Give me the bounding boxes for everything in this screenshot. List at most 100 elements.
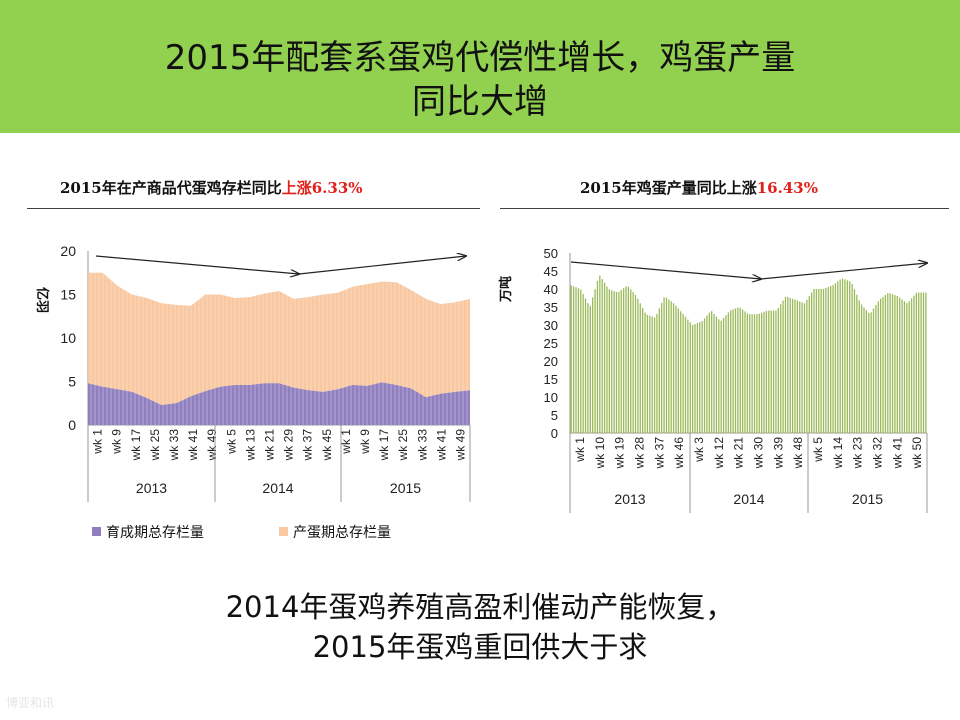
production-bar [596,280,599,433]
production-bar [887,293,889,433]
right-chart-title-prefix: 2015年鸡蛋产量同比上涨 [580,179,757,197]
conclusion-line-2: 2015年蛋鸡重回供大于求 [312,630,648,664]
left-chart-x-tick-label-10: wk 29 [282,429,296,462]
right-chart-year-label-1: 2014 [733,491,764,507]
right-chart-y-tick-label-8: 40 [544,282,558,297]
production-bar [863,307,865,433]
production-bar [644,312,646,433]
production-bar [639,303,641,433]
production-bar [901,299,903,433]
production-bar [594,289,596,433]
left-chart-x-tick-label-13: wk 1 [339,429,353,455]
left-chart-y-tick-label-4: 20 [60,243,76,259]
production-bar [908,301,910,433]
right-chart-x-tick-label-3: wk 28 [632,437,646,470]
production-bar [620,290,622,433]
legend-swatch-laying [279,527,288,536]
production-bar [651,316,653,433]
production-bar [775,310,777,433]
production-bar [915,292,918,433]
right-chart-x-tick-label-12: wk 5 [811,437,825,463]
production-bar [906,303,908,433]
production-bar [599,275,601,433]
production-bar [770,310,772,433]
right-chart-y-tick-label-7: 35 [544,300,558,315]
production-bar [877,301,879,433]
production-bar [580,289,582,433]
production-bar [860,304,863,433]
production-bar [618,291,620,433]
production-bar [637,298,639,433]
production-bar [753,314,756,433]
slide-title-line-2: 同比大增 [412,82,548,122]
production-bar [891,294,894,433]
production-bar [608,289,610,433]
production-bar [920,292,922,433]
production-bar [739,307,741,433]
right-chart-y-tick-label-6: 30 [544,318,558,333]
left-chart-x-tick-label-15: wk 17 [377,429,391,462]
production-bar [589,305,591,433]
slide-title: 2015年配套系蛋鸡代偿性增长，鸡蛋产量 同比大增 [0,36,960,124]
production-bar [856,294,858,433]
left-chart-x-tick-label-7: wk 5 [224,429,238,455]
legend-label-laying: 产蛋期总存栏量 [293,524,391,540]
production-bar [882,296,884,433]
production-bar [846,280,848,433]
production-bar [575,287,577,433]
left-chart-ylabel: 亿羽 [35,287,50,313]
production-bar [803,303,806,433]
right-chart-y-tick-label-3: 15 [544,372,558,387]
production-bar [706,315,708,433]
left-chart-title: 2015年在产商品代蛋鸡存栏同比上涨6.33% [60,177,363,198]
production-bar [684,316,687,433]
production-bar [670,301,672,433]
production-bar [839,279,841,433]
right-chart-x-ticks: wk 1 wk 10 wk 19 wk 28 wk 37 wk 46 wk 3 wk 12 wk… [569,433,928,513]
production-bar [677,308,680,433]
production-bar [711,311,713,433]
conclusion-text: 2014年蛋鸡养殖高盈利催动产能恢复， 2015年蛋鸡重回供大于求 [0,587,960,667]
left-chart-title-prefix: 2015年在产商品代蛋鸡存栏同比 [60,179,282,197]
production-bar [613,291,615,433]
left-chart-x-tick-label-6: wk 49 [205,429,219,462]
left-chart-year-label-1: 2014 [262,480,293,496]
production-bar [737,307,739,433]
production-bar [884,295,887,433]
production-bar [653,317,656,433]
production-bar [827,287,829,433]
left-trend-arrow-2 [298,256,466,275]
right-chart-x-tick-label-13: wk 14 [831,437,845,470]
right-chart-year-label-0: 2013 [614,491,645,507]
production-bar [682,314,684,433]
production-bar [630,289,632,433]
production-bar [649,315,651,433]
production-bar [875,304,877,433]
production-bar [727,312,729,433]
production-bar [806,299,808,433]
production-bar [768,310,770,433]
left-chart-x-tick-label-3: wk 25 [148,429,162,462]
footer-watermark: 博亚和讯 [6,696,55,710]
production-bar [782,300,784,433]
left-chart-title-rule [27,208,480,209]
production-bar [703,318,706,433]
production-bar [765,310,768,433]
right-chart-title: 2015年鸡蛋产量同比上涨16.43% [580,177,818,198]
production-bar [570,285,572,433]
right-chart-x-tick-label-4: wk 37 [652,437,666,470]
production-bar [796,300,799,433]
production-bar [687,319,689,433]
production-bar [830,286,832,433]
left-chart-x-tick-label-8: wk 13 [243,429,257,462]
production-bar [758,313,760,433]
right-chart-x-tick-label-16: wk 41 [890,437,904,470]
right-chart-x-tick-label-5: wk 46 [672,437,686,470]
production-bar [822,288,825,433]
right-chart-y-tick-label-10: 50 [544,246,558,261]
production-bar [708,312,710,433]
production-bar [722,317,725,433]
right-chart-y-tick-label-0: 0 [551,426,558,441]
production-bar [741,309,744,433]
production-bar [642,307,644,433]
